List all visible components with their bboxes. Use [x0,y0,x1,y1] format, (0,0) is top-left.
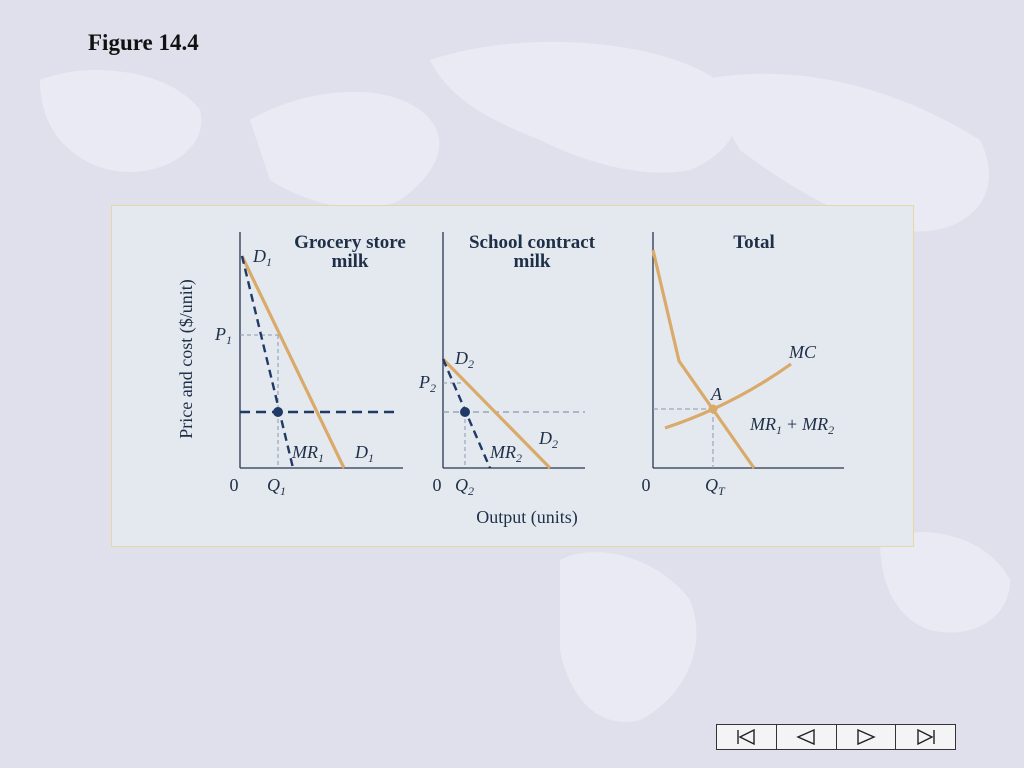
next-icon [857,728,876,746]
panel3-label-point: A [710,384,723,404]
figure-14-4-diagram: Price and cost ($/unit) Grocery store mi… [176,232,844,528]
panel1-equilibrium-point [273,407,283,417]
first-slide-button[interactable] [717,725,777,749]
panel1-label-mr: MR1 [291,442,324,465]
slide-navigation [716,724,956,750]
panel1-label-price: P1 [214,324,232,347]
panel3-equilibrium-point [708,404,718,414]
panel-total: Total MC A MR1 + MR2 0 QT [642,232,844,498]
y-axis-label: Price and cost ($/unit) [176,279,197,438]
panel1-label-demand-bottom: D1 [354,442,374,465]
previous-icon [796,728,815,746]
panel3-label-quantity: QT [705,475,726,498]
x-axis-label: Output (units) [476,507,578,528]
panel2-label-mr: MR2 [489,442,522,465]
panel1-demand-curve [240,255,346,469]
panel3-label-mc: MC [788,342,817,362]
panel1-title-line2: milk [332,251,369,272]
panel2-label-quantity: Q2 [455,475,474,498]
next-slide-button[interactable] [837,725,897,749]
panel3-label-mr-sum: MR1 + MR2 [749,414,834,437]
panel1-label-origin: 0 [230,475,239,495]
panel1-mr-curve [240,255,295,469]
figure-panel: Price and cost ($/unit) Grocery store mi… [111,205,914,547]
last-slide-button[interactable] [896,725,955,749]
panel2-label-demand-bottom: D2 [538,428,558,451]
panel1-label-demand-top: D1 [252,246,272,269]
slide-title: Figure 14.4 [88,30,199,55]
panel2-equilibrium-point [460,407,470,417]
previous-slide-button[interactable] [777,725,837,749]
panel3-mc-curve [664,362,792,430]
panel3-label-origin: 0 [642,475,651,495]
panel2-label-price: P2 [418,372,436,395]
panel1-title-line1: Grocery store [294,232,406,253]
skip-to-last-icon [916,728,935,746]
panel2-label-origin: 0 [433,475,442,495]
panel1-label-quantity: Q1 [267,475,286,498]
panel2-title-line1: School contract [469,232,596,253]
panel2-demand-curve [441,357,552,470]
skip-to-first-icon [737,728,756,746]
panel3-title: Total [733,232,775,253]
panel2-label-demand-top: D2 [454,348,474,371]
panel-school-contract-milk: School contract milk D2 P2 MR2 D2 0 Q2 O… [418,232,596,528]
panel-grocery-store-milk: Grocery store milk D1 P1 MR1 D1 0 Q1 [214,232,406,498]
panel3-mr-sum-curve [651,249,756,469]
panel2-title-line2: milk [514,251,551,272]
